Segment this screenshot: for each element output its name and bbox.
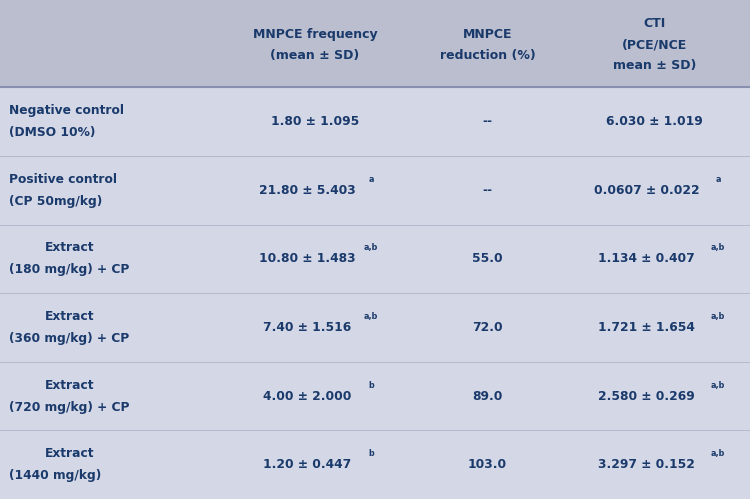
Text: b: b xyxy=(368,449,374,458)
Text: Extract: Extract xyxy=(45,379,94,392)
Text: --: -- xyxy=(482,115,493,128)
Text: 1.721 ± 1.654: 1.721 ± 1.654 xyxy=(598,321,695,334)
Text: 10.80 ± 1.483: 10.80 ± 1.483 xyxy=(260,252,356,265)
Text: Extract: Extract xyxy=(45,242,94,254)
Text: 55.0: 55.0 xyxy=(472,252,502,265)
Text: 7.40 ± 1.516: 7.40 ± 1.516 xyxy=(263,321,352,334)
Text: MNPCE frequency: MNPCE frequency xyxy=(253,28,377,41)
Text: (CP 50mg/kg): (CP 50mg/kg) xyxy=(9,195,102,208)
Text: 1.20 ± 0.447: 1.20 ± 0.447 xyxy=(263,458,352,471)
Text: a: a xyxy=(716,175,721,184)
Text: a: a xyxy=(368,175,374,184)
Text: 1.80 ± 1.095: 1.80 ± 1.095 xyxy=(271,115,359,128)
Text: (360 mg/kg) + CP: (360 mg/kg) + CP xyxy=(9,332,129,345)
Bar xyxy=(0,0,750,87)
Text: 103.0: 103.0 xyxy=(468,458,507,471)
Text: (180 mg/kg) + CP: (180 mg/kg) + CP xyxy=(9,263,129,276)
Text: mean ± SD): mean ± SD) xyxy=(613,59,696,72)
Text: (1440 mg/kg): (1440 mg/kg) xyxy=(9,469,101,482)
Text: 2.580 ± 0.269: 2.580 ± 0.269 xyxy=(598,390,695,403)
Text: (DMSO 10%): (DMSO 10%) xyxy=(9,126,95,139)
Text: (PCE/NCE: (PCE/NCE xyxy=(622,38,687,51)
Text: --: -- xyxy=(482,184,493,197)
Text: a,b: a,b xyxy=(711,381,725,390)
Text: a,b: a,b xyxy=(711,449,725,458)
Text: a,b: a,b xyxy=(364,312,379,321)
Text: 0.0607 ± 0.022: 0.0607 ± 0.022 xyxy=(594,184,700,197)
Text: a,b: a,b xyxy=(711,312,725,321)
Text: a,b: a,b xyxy=(364,244,379,252)
Text: 89.0: 89.0 xyxy=(472,390,502,403)
Text: 6.030 ± 1.019: 6.030 ± 1.019 xyxy=(606,115,703,128)
Text: MNPCE: MNPCE xyxy=(463,28,512,41)
Text: (mean ± SD): (mean ± SD) xyxy=(270,49,360,62)
Text: Extract: Extract xyxy=(45,310,94,323)
Text: 21.80 ± 5.403: 21.80 ± 5.403 xyxy=(260,184,356,197)
Text: 72.0: 72.0 xyxy=(472,321,502,334)
Text: a,b: a,b xyxy=(711,244,725,252)
Text: CTI: CTI xyxy=(644,17,665,30)
Text: (720 mg/kg) + CP: (720 mg/kg) + CP xyxy=(9,401,130,414)
Text: 3.297 ± 0.152: 3.297 ± 0.152 xyxy=(598,458,695,471)
Bar xyxy=(0,87,750,499)
Text: Extract: Extract xyxy=(45,447,94,460)
Text: Positive control: Positive control xyxy=(9,173,117,186)
Text: 1.134 ± 0.407: 1.134 ± 0.407 xyxy=(598,252,695,265)
Text: Negative control: Negative control xyxy=(9,104,124,117)
Text: 4.00 ± 2.000: 4.00 ± 2.000 xyxy=(263,390,352,403)
Text: b: b xyxy=(368,381,374,390)
Text: reduction (%): reduction (%) xyxy=(440,49,536,62)
